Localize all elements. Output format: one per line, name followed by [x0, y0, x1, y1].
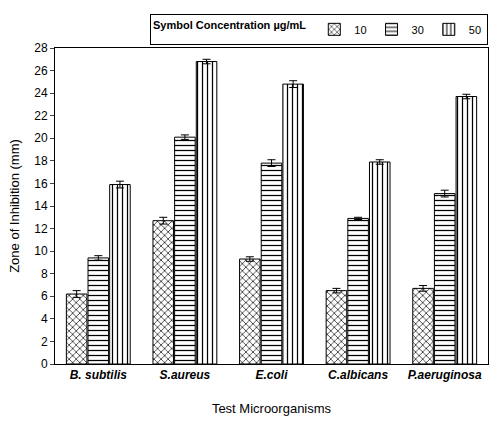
svg-text:28: 28 [34, 41, 48, 55]
svg-text:10: 10 [354, 24, 366, 36]
svg-text:20: 20 [34, 131, 48, 145]
svg-text:16: 16 [34, 177, 48, 191]
svg-text:30: 30 [412, 24, 424, 36]
svg-text:8: 8 [41, 267, 48, 281]
svg-text:22: 22 [34, 109, 48, 123]
svg-text:2: 2 [41, 335, 48, 349]
svg-text:Test Microorganisms: Test Microorganisms [212, 401, 332, 416]
svg-text:18: 18 [34, 154, 48, 168]
svg-text:10: 10 [34, 244, 48, 258]
svg-text:C.albicans: C.albicans [328, 368, 388, 382]
svg-text:E.coli: E.coli [255, 368, 288, 382]
svg-text:Symbol Concentration µg/mL: Symbol Concentration µg/mL [153, 19, 306, 31]
svg-text:B. subtilis: B. subtilis [70, 368, 128, 382]
svg-text:4: 4 [41, 312, 48, 326]
svg-text:26: 26 [34, 64, 48, 78]
svg-text:14: 14 [34, 199, 48, 213]
svg-text:P.aeruginosa: P.aeruginosa [408, 368, 482, 382]
svg-text:S.aureus: S.aureus [160, 368, 211, 382]
svg-text:12: 12 [34, 222, 48, 236]
svg-text:24: 24 [34, 86, 48, 100]
svg-text:0: 0 [41, 357, 48, 371]
svg-text:50: 50 [469, 24, 481, 36]
svg-text:Zone of Inhibition (mm): Zone of Inhibition (mm) [7, 139, 22, 273]
svg-text:6: 6 [41, 289, 48, 303]
